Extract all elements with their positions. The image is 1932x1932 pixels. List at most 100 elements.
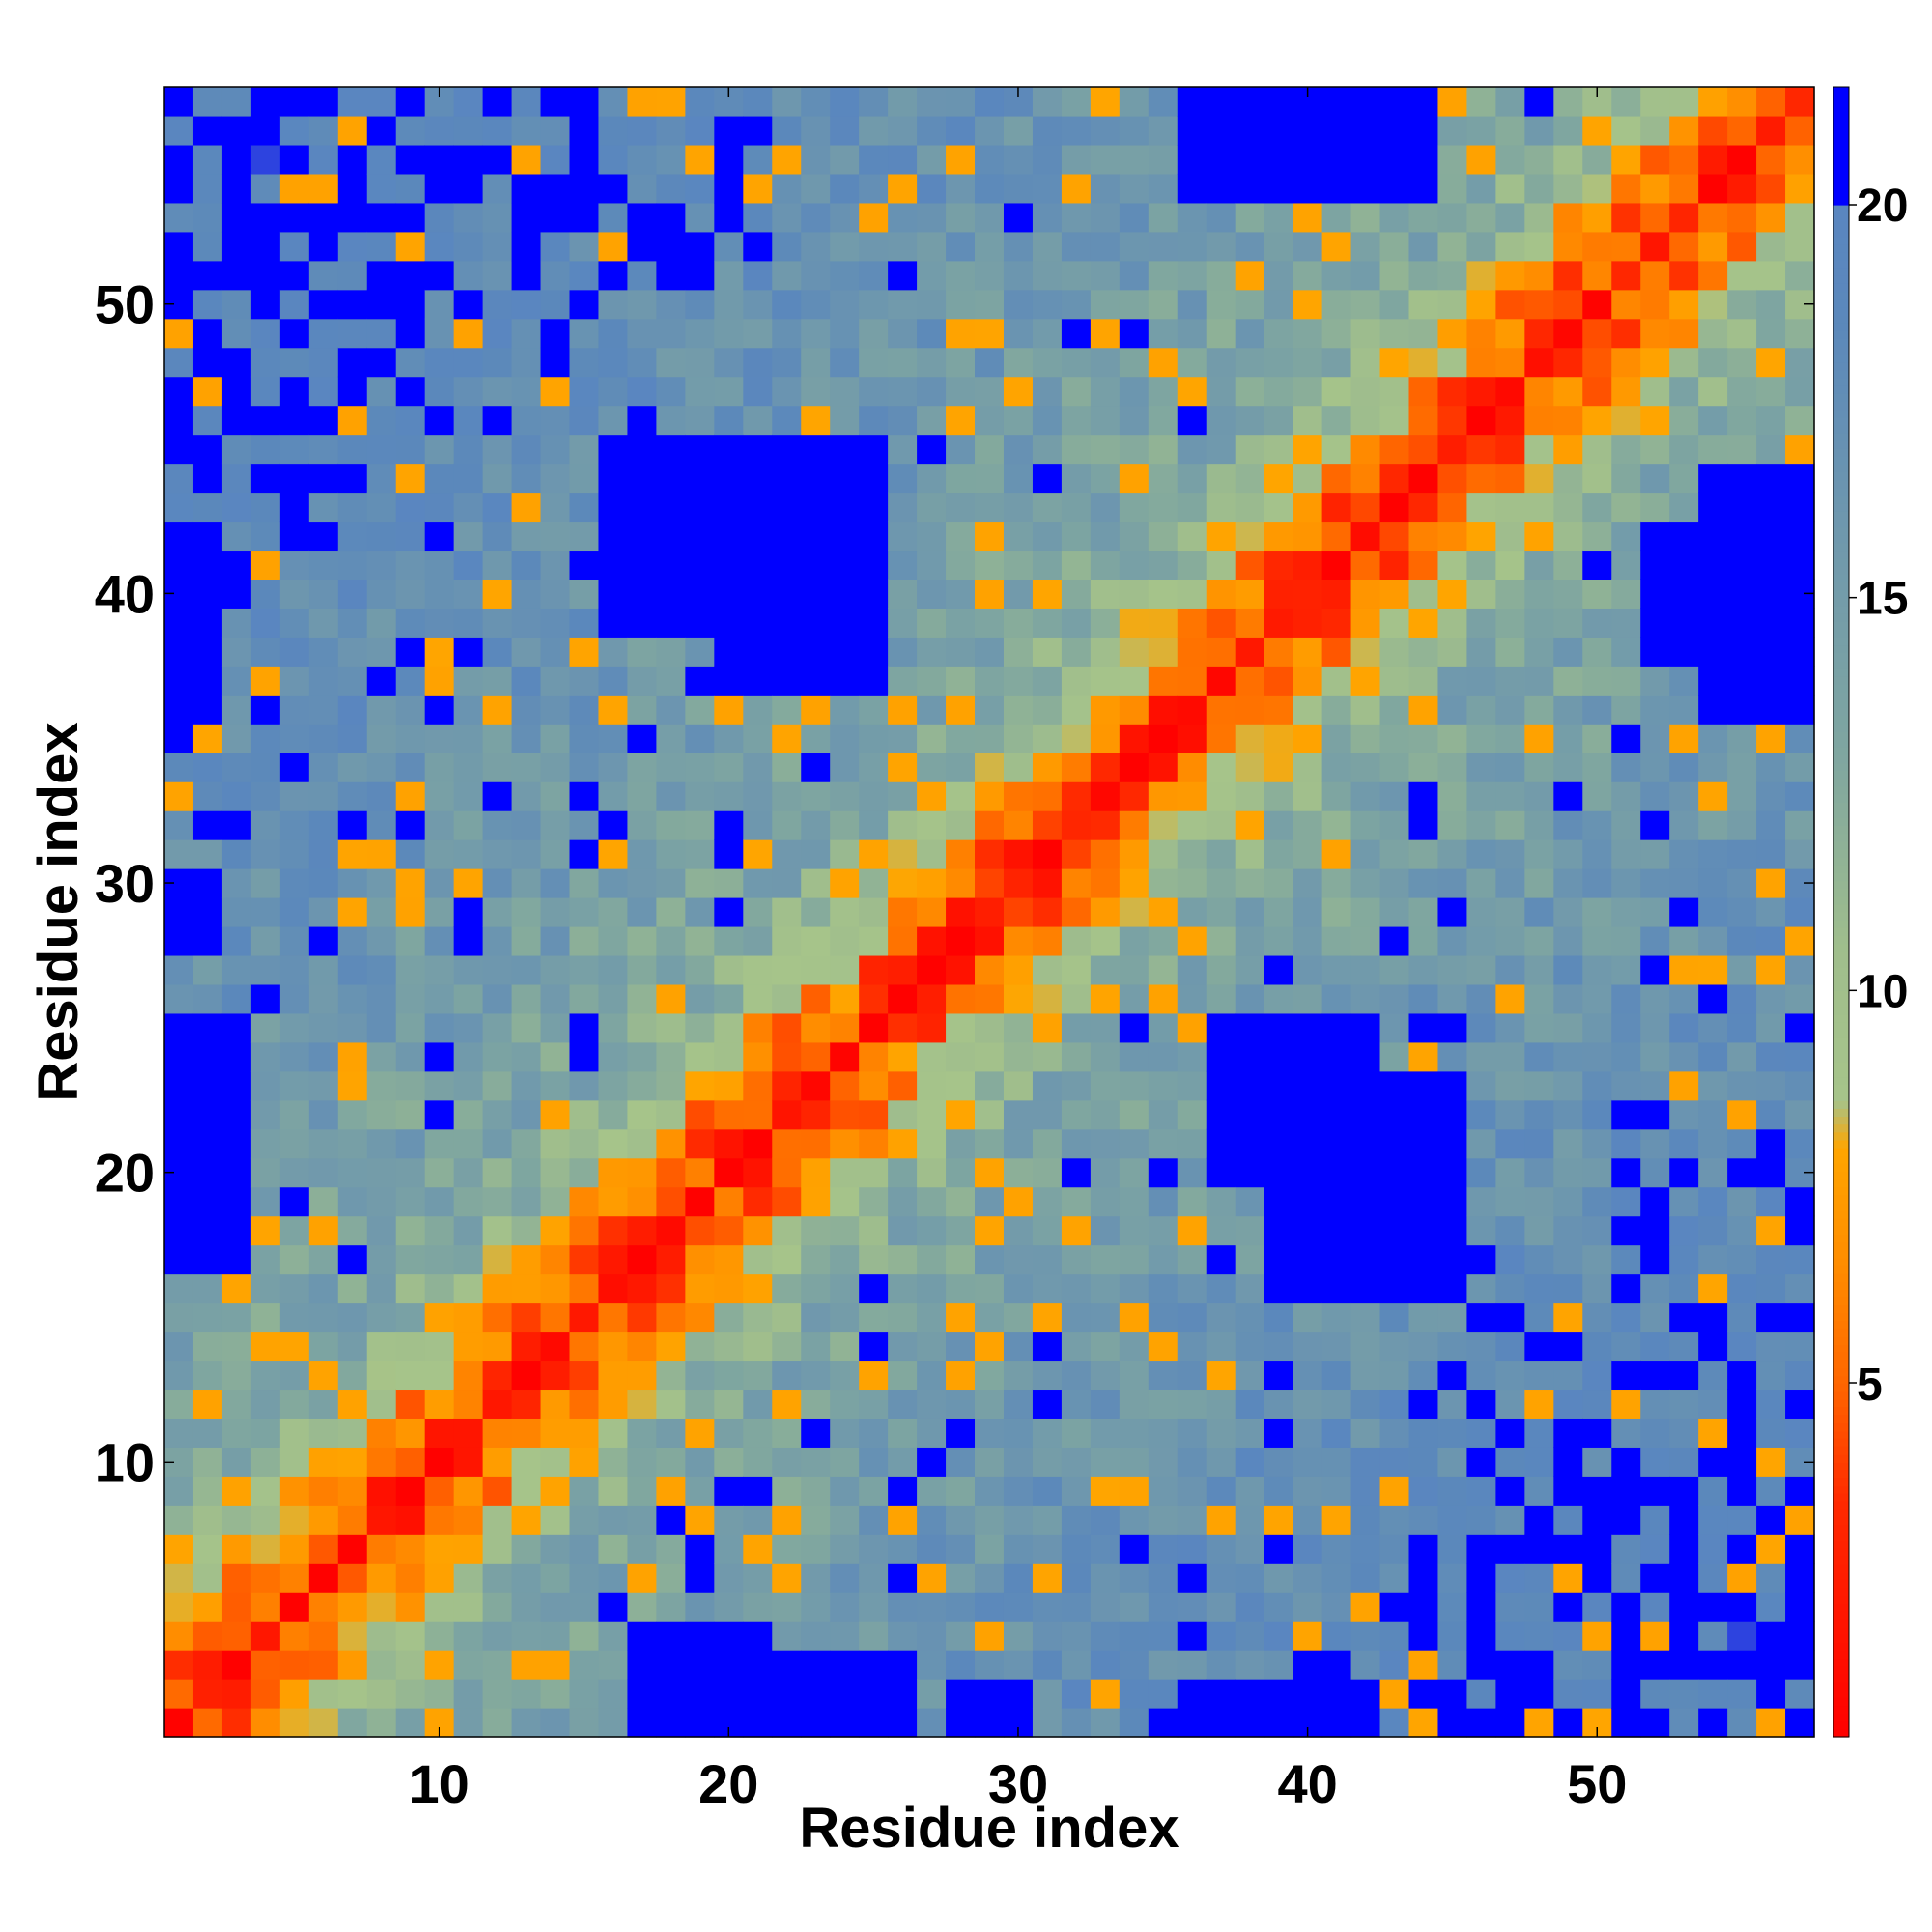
- heatmap-cell: [250, 810, 281, 840]
- heatmap-cell: [1727, 1099, 1757, 1130]
- heatmap-cell: [1350, 144, 1381, 175]
- colorbar-segment: [1833, 692, 1849, 700]
- heatmap-cell: [279, 666, 310, 696]
- heatmap-cell: [1640, 231, 1670, 262]
- heatmap-cell: [888, 1128, 918, 1159]
- heatmap-cell: [975, 983, 1005, 1014]
- heatmap-cell: [366, 1447, 397, 1477]
- heatmap-cell: [1148, 1389, 1179, 1419]
- heatmap-cell: [221, 434, 252, 465]
- heatmap-cell: [1119, 144, 1150, 175]
- heatmap-cell: [1264, 1331, 1294, 1362]
- heatmap-cell: [164, 1650, 194, 1680]
- heatmap-cell: [1466, 666, 1496, 696]
- heatmap-cell: [859, 1273, 889, 1304]
- heatmap-cell: [946, 925, 976, 956]
- heatmap-cell: [250, 115, 281, 146]
- heatmap-cell: [1206, 492, 1236, 523]
- heatmap-cell: [1177, 1360, 1208, 1391]
- heatmap-cell: [1524, 868, 1554, 898]
- heatmap-cell: [279, 1215, 310, 1246]
- heatmap-cell: [1061, 839, 1092, 869]
- heatmap-cell: [1582, 637, 1612, 667]
- heatmap-cell: [1293, 1331, 1323, 1362]
- heatmap-cell: [598, 1128, 629, 1159]
- heatmap-cell: [859, 608, 889, 638]
- heatmap-cell: [540, 1331, 571, 1362]
- heatmap-cell: [1379, 87, 1410, 117]
- colorbar-segment: [1833, 1579, 1849, 1589]
- heatmap-cell: [714, 666, 744, 696]
- colorbar-segment: [1833, 1155, 1849, 1164]
- y-tick-label: 50: [95, 274, 155, 335]
- heatmap-cell: [1408, 492, 1439, 523]
- heatmap-cell: [482, 695, 513, 724]
- heatmap-cell: [1727, 463, 1757, 494]
- colorbar-segment: [1833, 369, 1849, 379]
- heatmap-cell: [656, 1331, 686, 1362]
- colorbar-segment: [1833, 1610, 1849, 1620]
- heatmap-cell: [1495, 868, 1525, 898]
- heatmap-cell: [743, 1621, 773, 1651]
- heatmap-cell: [250, 608, 281, 638]
- heatmap-cell: [1379, 1273, 1410, 1304]
- heatmap-cell: [221, 1186, 252, 1217]
- heatmap-cell: [1553, 550, 1583, 580]
- colorbar-segment: [1833, 401, 1849, 411]
- heatmap-cell: [1611, 983, 1641, 1014]
- heatmap-cell: [164, 1360, 194, 1391]
- heatmap-cell: [424, 202, 455, 233]
- heatmap-cell: [888, 115, 918, 146]
- heatmap-cell: [975, 318, 1005, 349]
- heatmap-cell: [1061, 666, 1092, 696]
- heatmap-cell: [453, 1186, 484, 1217]
- heatmap-cell: [482, 405, 513, 436]
- heatmap-cell: [1785, 1041, 1815, 1072]
- heatmap-cell: [888, 839, 918, 869]
- heatmap-cell: [1582, 550, 1612, 580]
- heatmap-cell: [801, 1389, 831, 1419]
- heatmap-cell: [801, 868, 831, 898]
- heatmap-cell: [1003, 753, 1034, 782]
- heatmap-cell: [453, 202, 484, 233]
- heatmap-cell: [772, 1070, 802, 1101]
- heatmap-cell: [1293, 666, 1323, 696]
- heatmap-cell: [1090, 579, 1121, 609]
- heatmap-cell: [1785, 1679, 1815, 1709]
- heatmap-cell: [946, 781, 976, 811]
- heatmap-cell: [598, 839, 629, 869]
- heatmap-cell: [1698, 173, 1728, 204]
- heatmap-cell: [1437, 202, 1468, 233]
- heatmap-cell: [511, 954, 542, 985]
- heatmap-cell: [1495, 724, 1525, 753]
- heatmap-cell: [164, 1389, 194, 1419]
- heatmap-cell: [1177, 1099, 1208, 1130]
- heatmap-cell: [1756, 1244, 1786, 1275]
- heatmap-cell: [714, 1157, 744, 1188]
- heatmap-cell: [250, 1650, 281, 1680]
- heatmap-cell: [685, 434, 715, 465]
- heatmap-cell: [1350, 868, 1381, 898]
- heatmap-cell: [1003, 289, 1034, 320]
- heatmap-cell: [1321, 1418, 1352, 1448]
- heatmap-cell: [1524, 1621, 1554, 1651]
- heatmap-cell: [975, 376, 1005, 407]
- heatmap-cell: [1177, 521, 1208, 552]
- heatmap-cell: [1350, 1128, 1381, 1159]
- heatmap-cell: [1293, 810, 1323, 840]
- heatmap-cell: [685, 1534, 715, 1564]
- heatmap-cell: [1611, 173, 1641, 204]
- heatmap-cell: [975, 1621, 1005, 1651]
- heatmap-cell: [627, 897, 657, 927]
- heatmap-cell: [482, 1244, 513, 1275]
- heatmap-cell: [1148, 144, 1179, 175]
- heatmap-cell: [511, 1679, 542, 1709]
- heatmap-cell: [1437, 1099, 1468, 1130]
- heatmap-cell: [714, 1360, 744, 1391]
- heatmap-cell: [714, 405, 744, 436]
- colorbar-segment: [1833, 1351, 1849, 1361]
- heatmap-cell: [1264, 781, 1294, 811]
- heatmap-cell: [1785, 1476, 1815, 1506]
- heatmap-cell: [337, 289, 368, 320]
- heatmap-cell: [424, 1186, 455, 1217]
